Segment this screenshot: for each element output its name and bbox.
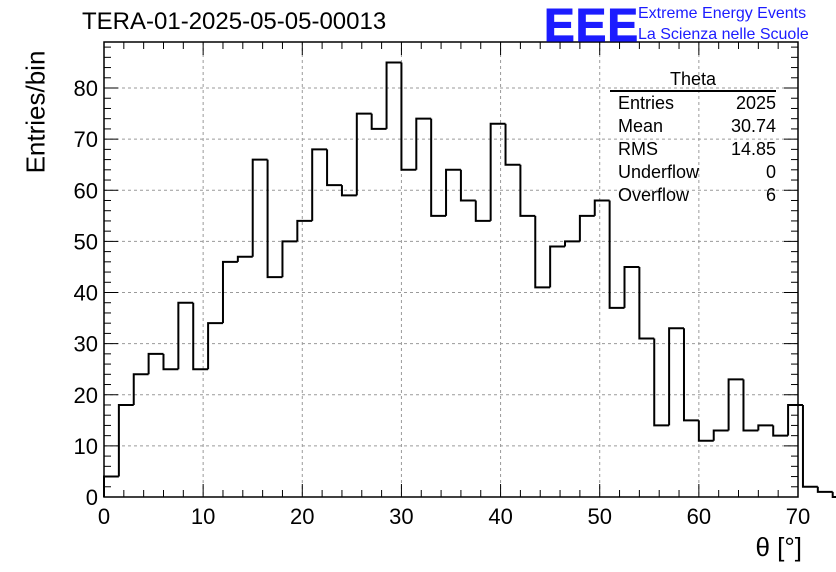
histogram-bin [459, 169, 476, 202]
x-axis-label: θ [°] [755, 532, 802, 562]
y-tick-label: 0 [86, 485, 98, 510]
histogram-bin [712, 429, 729, 441]
y-tick-label: 30 [74, 332, 98, 357]
histogram-bin [400, 62, 417, 171]
histogram-bin [519, 164, 536, 217]
histogram-bin [236, 255, 253, 262]
histogram-bin [385, 61, 402, 129]
histogram-bin [221, 260, 238, 324]
histogram-bin [266, 159, 283, 279]
x-tick-label: 10 [191, 504, 215, 529]
histogram-bin [326, 149, 342, 187]
stats-label: RMS [618, 139, 658, 159]
histogram-bin [251, 158, 268, 257]
histogram-bin [162, 353, 179, 371]
y-axis-label: Entries/bin [20, 50, 51, 174]
chart-title: TERA-01-2025-05-05-00013 [82, 8, 387, 35]
histogram-bin [742, 379, 759, 432]
histogram-bin [549, 245, 566, 288]
x-tick-label: 20 [290, 504, 314, 529]
histogram-bin [281, 240, 298, 278]
y-tick-label: 50 [74, 229, 98, 254]
histogram-bin [430, 118, 447, 217]
histogram-bin [608, 200, 625, 309]
x-tick-label: 0 [98, 504, 110, 529]
histogram-bin [489, 122, 506, 221]
y-tick-label: 10 [74, 434, 98, 459]
x-tick-label: 70 [786, 504, 810, 529]
histogram-bin [415, 117, 432, 170]
eee-logo: EEE [543, 0, 640, 52]
logo-caption-line1: Extreme Energy Events [638, 5, 807, 22]
histogram-bin [370, 113, 387, 130]
histogram-bin [757, 424, 774, 431]
histogram-bin [132, 373, 149, 405]
stats-value: 6 [765, 185, 776, 205]
histogram-bin [578, 214, 595, 242]
stats-value: 14.85 [730, 139, 776, 159]
histogram-bin [564, 240, 580, 247]
logo-caption-line2: La Scienza nelle Scuole [638, 26, 809, 43]
y-tick-label: 60 [74, 178, 98, 203]
stats-label: Overflow [618, 185, 690, 205]
histogram-bin [697, 420, 714, 442]
histogram-bin [192, 302, 209, 371]
stats-row-overflow: Overflow 6 [610, 184, 776, 207]
histogram-bin [340, 185, 357, 197]
logo-caption: Extreme Energy Events La Scienza nelle S… [638, 3, 809, 45]
histogram-bin [311, 148, 328, 221]
histogram-bin [504, 123, 521, 166]
y-tick-label: 80 [74, 76, 98, 101]
histogram-bin [653, 338, 670, 427]
stats-value: 0 [765, 162, 776, 182]
histogram-bin [787, 403, 803, 436]
histogram-bin [623, 265, 640, 308]
histogram-bin [727, 378, 744, 431]
plot-frame [103, 41, 799, 498]
stats-row-entries: Entries 2025 [610, 92, 776, 115]
histogram-bin [668, 327, 684, 426]
y-tick-label: 20 [74, 383, 98, 408]
histogram-bin [117, 403, 134, 477]
stats-label: Mean [618, 116, 664, 136]
histogram-bin [445, 168, 461, 216]
x-tick-label: 60 [687, 504, 711, 529]
y-tick-label: 40 [74, 281, 98, 306]
stats-box: Theta Entries 2025 Mean 30.74 RMS 14.85 … [610, 69, 776, 207]
histogram-bin [801, 404, 818, 488]
stats-value: 30.74 [730, 116, 776, 136]
stats-label: Entries [618, 93, 675, 113]
histogram-bin [296, 219, 313, 242]
x-tick-label: 40 [488, 504, 512, 529]
x-tick-label: 30 [389, 504, 413, 529]
histogram-bin [534, 215, 551, 289]
stats-title: Theta [610, 69, 776, 92]
y-tick-label: 70 [74, 127, 98, 152]
histogram-bins [103, 61, 836, 498]
histogram-bin [638, 266, 655, 340]
histogram-bin [593, 199, 610, 216]
grid-lines [104, 42, 798, 497]
stats-value: 2025 [735, 93, 776, 113]
stats-row-rms: RMS 14.85 [610, 138, 776, 161]
histogram-bin [772, 425, 789, 437]
stats-label: Underflow [618, 162, 700, 182]
histogram-bin [355, 112, 372, 196]
x-tick-label: 50 [587, 504, 611, 529]
stats-row-mean: Mean 30.74 [610, 115, 776, 138]
histogram-bin [147, 352, 164, 375]
histogram-bin [831, 491, 836, 498]
histogram-bin [177, 301, 194, 370]
histogram-bin [682, 328, 699, 422]
histogram-bin [474, 200, 491, 222]
stats-row-underflow: Underflow 0 [610, 161, 776, 184]
histogram-bin [207, 322, 223, 370]
histogram-bin [816, 486, 833, 493]
